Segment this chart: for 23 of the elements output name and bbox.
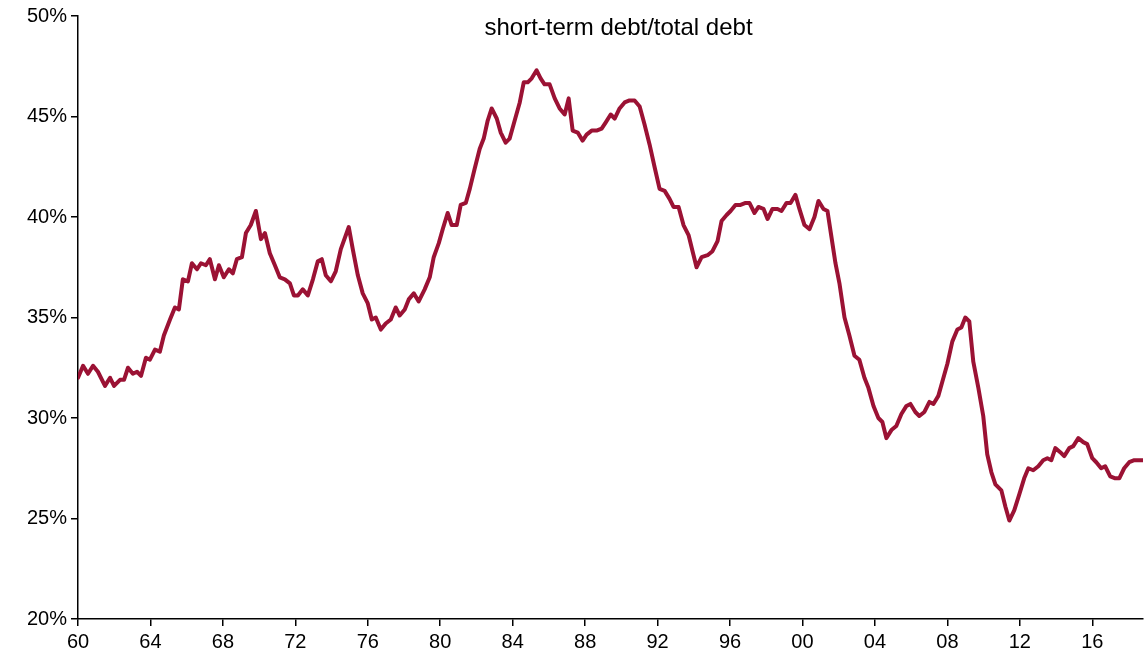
- x-tick-label: 00: [791, 629, 814, 652]
- x-tick-label: 16: [1081, 629, 1104, 652]
- x-tick-label: 12: [1008, 629, 1031, 652]
- x-tick-label: 08: [936, 629, 959, 652]
- chart-title: short-term debt/total debt: [484, 12, 753, 40]
- x-tick-label: 04: [863, 629, 887, 652]
- x-tick-label: 92: [646, 629, 669, 652]
- y-tick-label: 30%: [26, 405, 68, 428]
- y-tick-label: 20%: [26, 606, 68, 629]
- x-tick-label: 72: [284, 629, 307, 652]
- x-tick-label: 64: [139, 629, 162, 652]
- y-tick-label: 45%: [26, 104, 68, 127]
- y-tick-label: 35%: [26, 305, 68, 328]
- x-tick-label: 96: [718, 629, 742, 652]
- y-tick-label: 50%: [26, 3, 68, 26]
- y-tick-label: 25%: [26, 506, 68, 529]
- x-tick-label: 76: [356, 629, 379, 652]
- y-tick-label: 40%: [26, 204, 68, 227]
- x-tick-label: 84: [501, 629, 524, 652]
- x-tick-label: 88: [574, 629, 597, 652]
- x-tick-label: 68: [211, 629, 235, 652]
- x-tick-label: 60: [66, 629, 90, 652]
- x-tick-label: 80: [429, 629, 452, 652]
